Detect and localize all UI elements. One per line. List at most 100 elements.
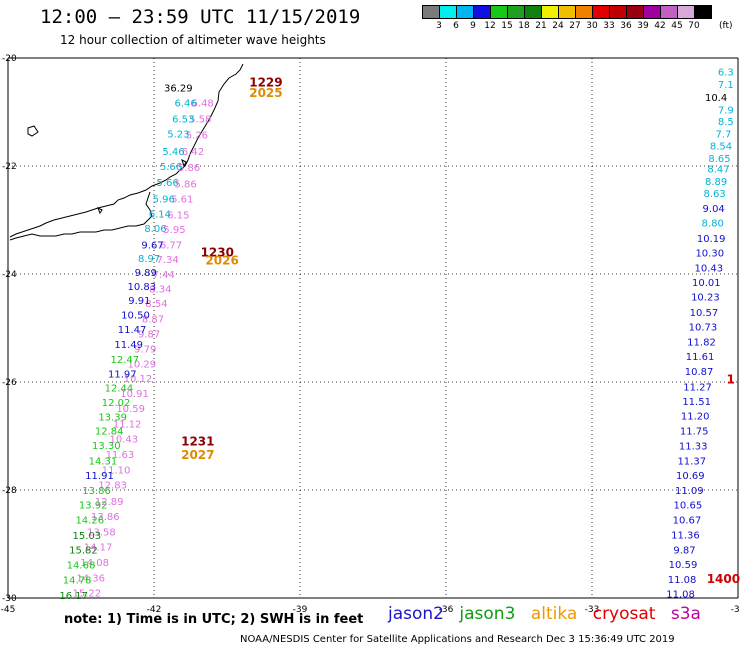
satellite-legend: jason2 jason3 altika cryosat s3a: [388, 604, 711, 624]
swh-value-s3a: 6.48: [192, 98, 214, 109]
swh-value-s3a: 6.42: [182, 147, 204, 158]
swh-value: 5.46: [162, 147, 184, 158]
colorbar-label: 45: [671, 21, 683, 31]
swh-value: 36.29: [164, 84, 193, 95]
swh-value: 14.78: [63, 576, 92, 587]
swh-value: 6.53: [172, 114, 194, 125]
swh-value: 16.17: [59, 591, 88, 602]
swh-value-s3a: 8.87: [142, 314, 164, 325]
swh-value-s3a: 5.26: [186, 131, 208, 142]
colorbar-label: 42: [654, 21, 666, 31]
swh-value: 5.66: [156, 178, 178, 189]
pass-time-label: 1230: [201, 245, 234, 259]
pass-time-label: 1229: [249, 75, 282, 89]
swh-value-s3a: 5.86: [178, 163, 200, 174]
colorbar-label: 27: [569, 21, 581, 31]
legend-altika: altika: [530, 604, 578, 624]
swh-value-s3a: 5.86: [175, 179, 197, 190]
swh-value: 11.91: [85, 471, 114, 482]
swh-value-east: 10.01: [692, 278, 721, 289]
lat-tick-label: -26: [2, 378, 17, 388]
swh-value-s3a: 9.79: [134, 345, 156, 356]
swh-value-east: 11.51: [682, 397, 711, 408]
swh-value-s3a: 5.95: [163, 225, 185, 236]
swh-value: 10.83: [128, 282, 157, 293]
colorbar-label: 36: [620, 21, 632, 31]
swh-value: 14.68: [67, 561, 96, 572]
colorbar-label: 3: [436, 21, 442, 31]
swh-value-east: 11.37: [677, 456, 706, 467]
legend-cryosat: cryosat: [592, 604, 656, 624]
lat-tick-label: -20: [2, 54, 17, 64]
swh-value: 9.67: [141, 240, 163, 251]
swh-value: 6.14: [149, 210, 171, 221]
swh-value-east: 8.5: [718, 117, 734, 128]
swh-value-s3a: 11.12: [113, 420, 142, 431]
coastline-path: [9, 63, 244, 238]
swh-value: 12.44: [105, 383, 134, 394]
swh-value: 8.06: [144, 224, 166, 235]
swh-value: 13.30: [92, 441, 121, 452]
swh-value: 12.84: [95, 427, 124, 438]
pass-time-label: 1: [727, 372, 735, 386]
colorbar-label: 21: [535, 21, 547, 31]
swh-value-east: 7.1: [718, 80, 734, 91]
swh-value: 14.31: [89, 456, 118, 467]
swh-value-s3a: 10.12: [124, 374, 153, 385]
swh-value-east: 10.30: [695, 248, 724, 259]
swh-value: 14.26: [75, 516, 104, 527]
swh-value-s3a: 11.10: [102, 465, 131, 476]
island-2: [181, 159, 187, 168]
swh-value-s3a: 9.87: [138, 329, 160, 340]
map-subtitle: 12 hour collection of altimeter wave hei…: [60, 33, 326, 47]
colorbar-label: 30: [586, 21, 598, 31]
lon-tick-label: -33: [585, 605, 600, 615]
lon-tick-label: -36: [439, 605, 454, 615]
coastline: [9, 63, 244, 241]
swh-value-s3a: 8.34: [149, 285, 171, 296]
swh-value-east: 11.33: [679, 442, 708, 453]
swh-value: 8.97: [138, 254, 160, 265]
swh-value-s3a: 12.89: [95, 497, 124, 508]
swh-value-east: 11.08: [666, 590, 695, 601]
lon-tick-label: -39: [293, 605, 308, 615]
swh-value-east: 6.3: [718, 68, 734, 79]
swh-value-east: 11.82: [687, 338, 716, 349]
colorbar-label: 15: [501, 21, 513, 31]
swh-value: 5.66: [160, 162, 182, 173]
swh-value-east: 10.4: [705, 93, 727, 104]
swh-value-s3a: 5.61: [171, 194, 193, 205]
swh-value-s3a: 6.15: [167, 211, 189, 222]
swh-value-east: 8.63: [704, 189, 726, 200]
swh-value: 11.49: [114, 340, 143, 351]
swh-value-s3a: 11.63: [106, 450, 135, 461]
swh-value-east: 7.7: [715, 130, 731, 141]
credit-line: NOAA/NESDIS Center for Satellite Applica…: [240, 634, 675, 645]
swh-value-s3a: 6.77: [160, 240, 182, 251]
colorbar-label: 6: [453, 21, 459, 31]
map-title: 12:00 – 23:59 UTC 11/15/2019: [40, 6, 361, 28]
swh-value-east: 10.59: [669, 560, 698, 571]
swh-value-s3a: 15.22: [73, 589, 102, 600]
swh-value-s3a: 5.58: [189, 114, 211, 125]
legend-s3a: s3a: [670, 604, 701, 624]
swh-value-east: 10.69: [676, 471, 705, 482]
coastline-bay: [9, 191, 153, 241]
swh-value: 15.03: [73, 531, 102, 542]
swh-value: 15.82: [69, 545, 98, 556]
swh-value-east: 11.09: [675, 486, 704, 497]
pass-time-label: 2027: [181, 448, 214, 462]
graticule: [7, 57, 739, 599]
swh-value: 10.50: [121, 311, 150, 322]
swh-value-east: 7.9: [718, 105, 734, 116]
swh-value: 11.47: [118, 325, 147, 336]
colorbar-label: 33: [603, 21, 615, 31]
swh-value-east: 8.89: [705, 177, 727, 188]
colorbar-unit: (ft): [719, 21, 733, 31]
swh-value-east: 8.47: [707, 165, 729, 176]
pass-time-label: 1231: [181, 434, 214, 448]
swh-value-east: 9.87: [673, 545, 695, 556]
colorbar-label: 18: [518, 21, 530, 31]
